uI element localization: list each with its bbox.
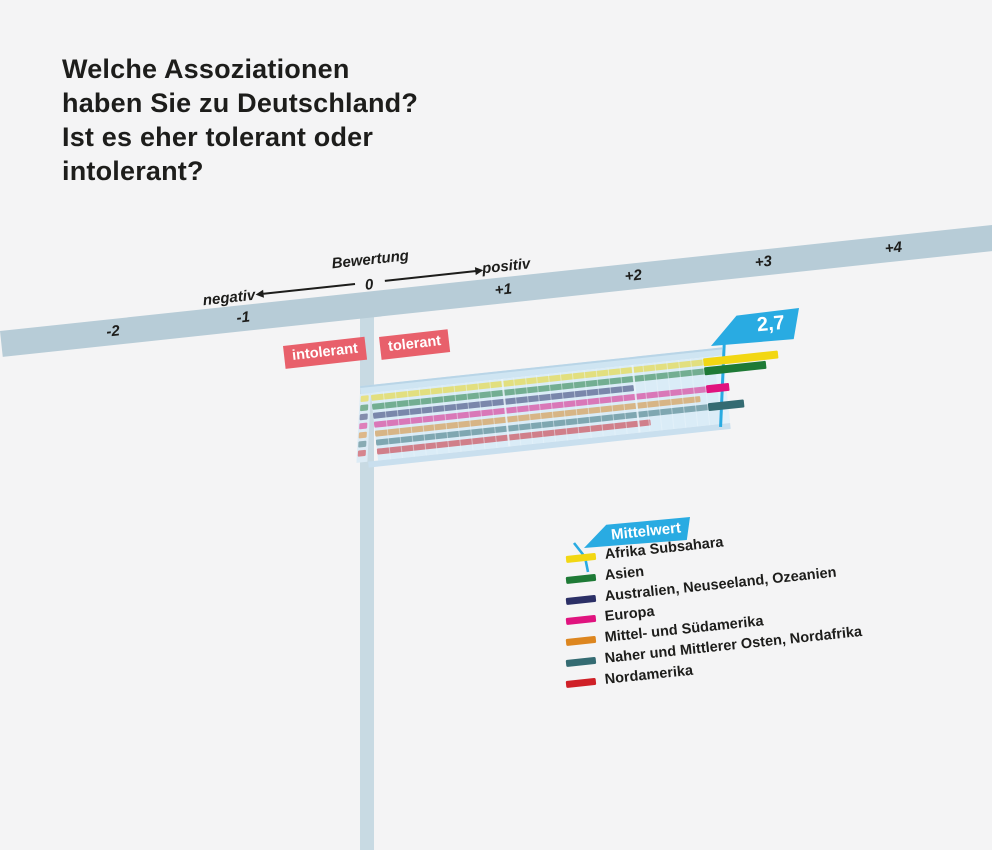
axis-band: Bewertung 0 negativ positiv -2 -1 +1 +2 +3 +4 [0, 216, 992, 357]
bar-end-chip [360, 404, 369, 412]
axis-positive-label: positiv [481, 255, 532, 278]
axis-tick-label: -1 [235, 308, 251, 327]
legend-swatch [565, 656, 597, 667]
legend-swatch [565, 573, 597, 584]
axis-tick-label: +4 [884, 238, 903, 258]
legend-swatch [565, 552, 597, 563]
bar-end-chip [358, 440, 367, 448]
bar-end-chip [358, 431, 367, 439]
legend-swatch [565, 614, 597, 625]
mean-value-text: 2,7 [756, 311, 786, 337]
legend-swatch [565, 635, 597, 646]
arrow-right-line [384, 270, 477, 282]
legend-swatch [565, 677, 597, 688]
bar-end-chip [359, 422, 368, 430]
axis-tick-label: -2 [105, 322, 121, 341]
bar-end-chip [359, 413, 368, 421]
axis-tick-label: +3 [753, 252, 773, 272]
legend-label: Nordamerika [603, 662, 694, 688]
title-line: haben Sie zu Deutschland? [62, 88, 419, 118]
bar-end-chip [360, 395, 369, 403]
axis-tick-label: +1 [493, 280, 513, 300]
arrow-left-icon [255, 289, 264, 299]
axis-tick-label: +2 [623, 266, 643, 286]
arrow-right-icon [474, 266, 484, 276]
tolerant-chip: tolerant [379, 329, 451, 360]
page-title: Welche Assoziationen haben Sie zu Deutsc… [62, 52, 418, 188]
axis-negative-label: negativ [202, 286, 257, 310]
title-line: Welche Assoziationen [62, 54, 350, 84]
legend-label: Asien [603, 563, 645, 584]
arrow-left-line [263, 283, 356, 295]
axis-zero-label: 0 [364, 276, 375, 294]
intolerant-chip: intolerant [283, 336, 368, 369]
legend-swatch [565, 593, 597, 605]
title-line: intolerant? [62, 156, 204, 186]
bar-chart-3d-box [356, 338, 818, 479]
bar-end-chip [357, 449, 366, 457]
axis-title: Bewertung [330, 247, 410, 273]
legend-label: Europa [603, 604, 656, 626]
title-line: Ist es eher tolerant oder [62, 122, 374, 152]
